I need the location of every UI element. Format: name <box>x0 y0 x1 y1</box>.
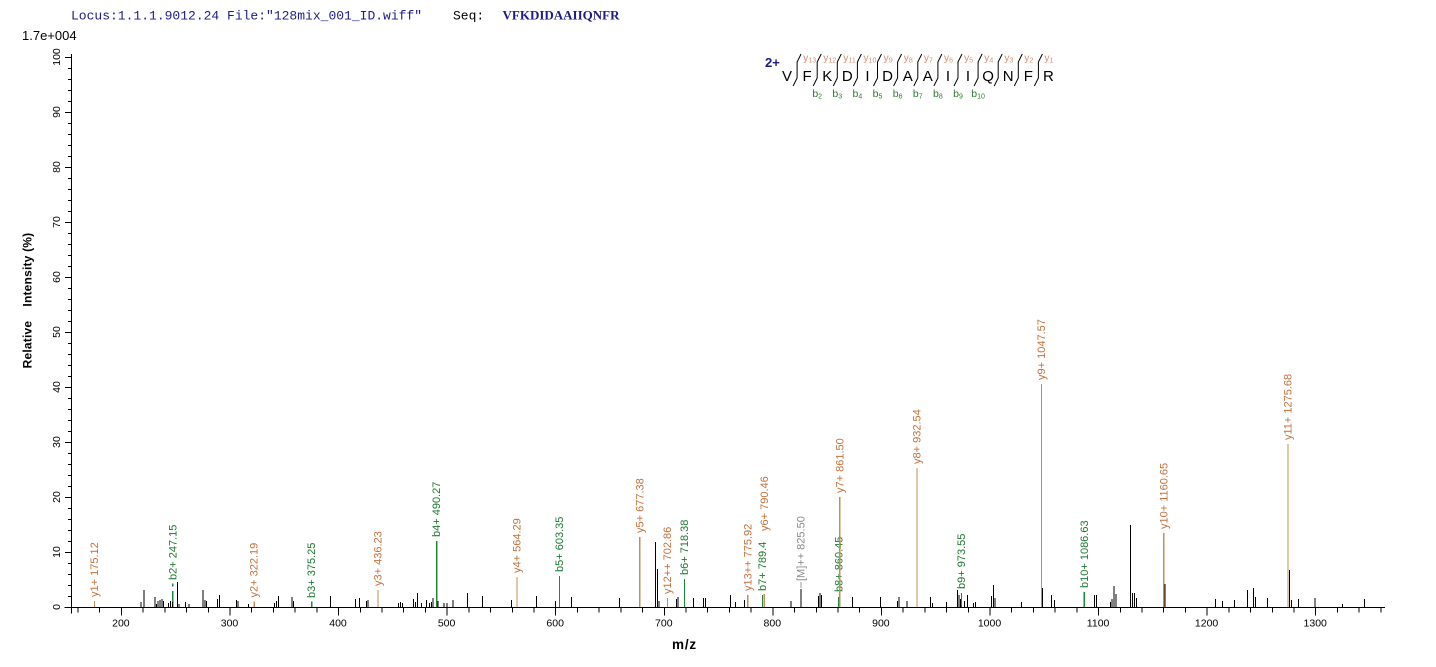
svg-text:y12: y12 <box>823 52 836 65</box>
svg-text:300: 300 <box>221 618 239 630</box>
svg-text:b10+ 1086.63: b10+ 1086.63 <box>1079 520 1091 588</box>
svg-text:Q: Q <box>982 68 994 85</box>
svg-text:1300: 1300 <box>1304 618 1328 630</box>
svg-text:y13++ 775.92: y13++ 775.92 <box>742 524 754 591</box>
svg-text:1200: 1200 <box>1195 618 1219 630</box>
svg-text:b2: b2 <box>812 88 822 101</box>
svg-text:900: 900 <box>872 618 890 630</box>
svg-text:b2+ 247.15: b2+ 247.15 <box>167 525 179 580</box>
svg-text:500: 500 <box>438 618 456 630</box>
svg-text:60: 60 <box>51 271 63 283</box>
svg-text:b3+ 375.25: b3+ 375.25 <box>306 543 318 598</box>
svg-text:I: I <box>966 68 970 85</box>
svg-text:b8: b8 <box>933 88 943 101</box>
svg-text:y11: y11 <box>843 52 856 65</box>
svg-text:y10+ 1160.65: y10+ 1160.65 <box>1158 463 1170 529</box>
svg-text:y2: y2 <box>1024 52 1033 65</box>
svg-text:y6+ 790.46: y6+ 790.46 <box>759 476 771 531</box>
svg-text:20: 20 <box>51 491 63 503</box>
svg-text:700: 700 <box>655 618 673 630</box>
svg-text:y8+ 932.54: y8+ 932.54 <box>912 409 924 464</box>
svg-text:Seq:: Seq: <box>453 9 484 24</box>
svg-text:A: A <box>903 68 913 85</box>
svg-text:V: V <box>782 68 792 85</box>
svg-text:y6: y6 <box>944 52 953 65</box>
svg-text:b4: b4 <box>853 88 863 101</box>
svg-text:I: I <box>865 68 869 85</box>
svg-text:100: 100 <box>51 48 63 66</box>
svg-text:y1: y1 <box>1044 52 1053 65</box>
svg-text:600: 600 <box>546 618 564 630</box>
svg-text:y3+ 436.23: y3+ 436.23 <box>372 531 384 586</box>
svg-text:b5+ 603.35: b5+ 603.35 <box>554 517 566 572</box>
svg-text:y13: y13 <box>803 52 816 65</box>
svg-text:A: A <box>923 68 933 85</box>
svg-text:F: F <box>1024 68 1033 85</box>
svg-text:y10: y10 <box>863 52 876 65</box>
svg-text:y9+ 1047.57: y9+ 1047.57 <box>1036 319 1048 380</box>
svg-text:800: 800 <box>764 618 782 630</box>
svg-text:y12++ 702.86: y12++ 702.86 <box>662 527 674 594</box>
svg-text:y3: y3 <box>1004 52 1013 65</box>
svg-text:y4+ 564.29: y4+ 564.29 <box>512 518 524 573</box>
svg-text:Relative Intensity (%): Relative Intensity (%) <box>21 233 35 369</box>
svg-text:b7+ 789.4: b7+ 789.4 <box>757 542 769 591</box>
svg-text:50: 50 <box>51 326 63 338</box>
svg-text:y8: y8 <box>904 52 913 65</box>
svg-text:y11+ 1275.68: y11+ 1275.68 <box>1283 374 1295 440</box>
svg-text:b6: b6 <box>893 88 903 101</box>
svg-text:K: K <box>822 68 832 85</box>
svg-text:b10: b10 <box>971 88 985 101</box>
svg-text:b9+ 973.55: b9+ 973.55 <box>956 534 968 589</box>
svg-text:N: N <box>1003 68 1014 85</box>
svg-text:400: 400 <box>329 618 347 630</box>
svg-text:b5: b5 <box>873 88 883 101</box>
svg-text:1100: 1100 <box>1087 618 1110 630</box>
svg-text:y9: y9 <box>884 52 893 65</box>
svg-text:y7+ 861.50: y7+ 861.50 <box>834 438 846 493</box>
svg-text:R: R <box>1043 68 1054 85</box>
svg-text:0: 0 <box>51 604 63 610</box>
svg-text:30: 30 <box>51 436 63 448</box>
svg-text:70: 70 <box>51 216 63 228</box>
svg-text:VFKDIDAAIIQNFR: VFKDIDAAIIQNFR <box>503 8 621 23</box>
svg-text:80: 80 <box>51 161 63 173</box>
svg-text:Locus:1.1.1.9012.24 File:"128m: Locus:1.1.1.9012.24 File:"128mix_001_ID.… <box>71 9 422 24</box>
svg-text:y4: y4 <box>984 52 993 65</box>
svg-text:[M]++ 825.50: [M]++ 825.50 <box>795 516 807 581</box>
svg-text:200: 200 <box>112 618 130 630</box>
svg-text:D: D <box>882 68 893 85</box>
svg-text:b4+ 490.27: b4+ 490.27 <box>431 482 443 537</box>
svg-text:b6+ 718.38: b6+ 718.38 <box>679 520 691 575</box>
svg-text:y7: y7 <box>924 52 933 65</box>
svg-text:y1+ 175.12: y1+ 175.12 <box>89 542 101 597</box>
svg-text:y2+ 322.19: y2+ 322.19 <box>249 543 261 598</box>
svg-text:40: 40 <box>51 381 63 393</box>
svg-text:F: F <box>803 68 812 85</box>
svg-text:10: 10 <box>51 546 63 558</box>
svg-text:1000: 1000 <box>978 618 1002 630</box>
svg-text:b3: b3 <box>832 88 842 101</box>
svg-text:b9: b9 <box>953 88 963 101</box>
svg-text:90: 90 <box>51 106 63 118</box>
svg-text:b7: b7 <box>913 88 923 101</box>
svg-text:2+: 2+ <box>765 55 780 70</box>
svg-text:y5+ 677.38: y5+ 677.38 <box>634 478 646 533</box>
svg-text:m/z: m/z <box>672 637 697 652</box>
svg-text:I: I <box>946 68 950 85</box>
svg-text:1.7e+004: 1.7e+004 <box>22 28 77 43</box>
svg-text:y5: y5 <box>964 52 973 65</box>
svg-text:D: D <box>842 68 853 85</box>
